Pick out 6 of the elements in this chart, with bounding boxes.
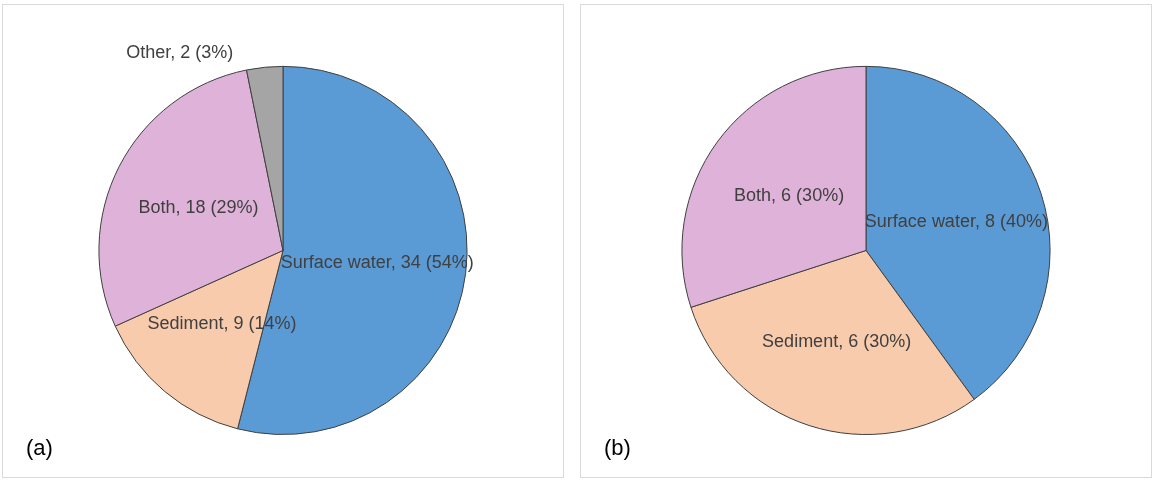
slice-label: Both, 18 (29%) xyxy=(138,197,259,218)
slice-label: Both, 6 (30%) xyxy=(734,184,845,205)
text: (b) xyxy=(604,434,631,460)
slice-label: Sediment, 6 (30%) xyxy=(762,330,912,351)
text: (a) xyxy=(26,434,53,460)
slice-label: Other, 2 (3%) xyxy=(126,42,234,63)
